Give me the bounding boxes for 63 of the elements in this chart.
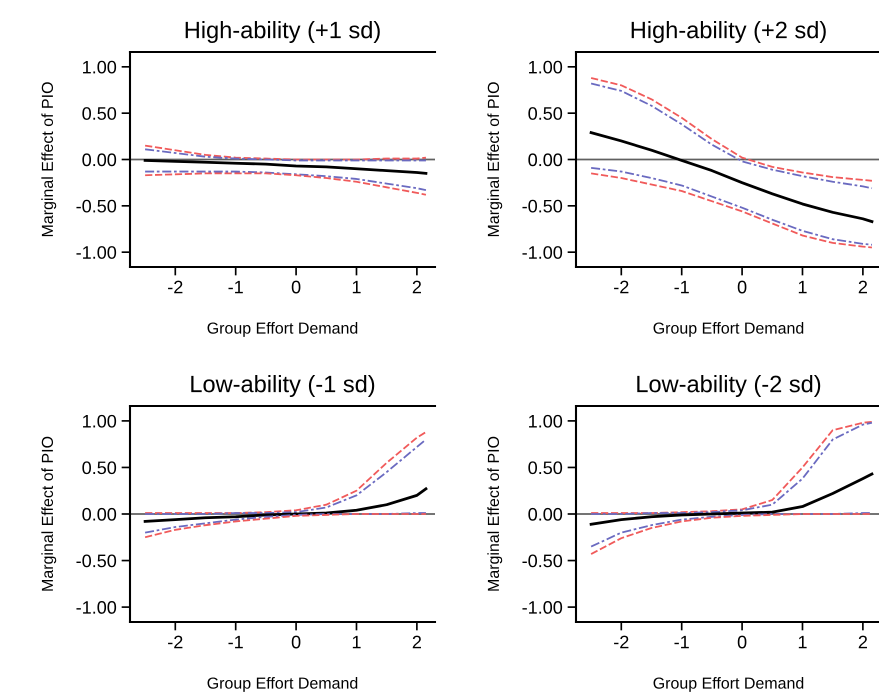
line-series [590,512,873,548]
x-tick-label: 2 [858,280,867,294]
x-tick-label: 0 [292,636,300,648]
x-axis-title: Group Effort Demand [654,322,804,337]
line-series [590,513,873,555]
x-tick-label: -1 [674,636,689,648]
x-tick-label: -1 [674,280,689,294]
x-axis-title: Group Effort Demand [208,677,358,692]
y-axis-title: Marginal Effect of PIO [487,436,502,591]
x-tick-label: 1 [352,280,361,294]
y-tick-label: -1.00 [76,246,116,259]
x-tick-label: 2 [412,636,421,648]
x-tick-label: -2 [614,280,628,294]
y-tick-label: -0.50 [76,200,116,213]
line-series [144,172,427,196]
y-tick-label: 0.50 [528,107,562,120]
x-tick-label: 0 [738,636,746,648]
x-tick-label: 2 [858,636,867,648]
chart-title: High-ability (+2 sd) [632,21,826,44]
line-series [144,159,428,175]
x-tick-label: 1 [798,280,807,294]
x-tick-label: 0 [292,280,300,294]
x-tick-label: -2 [168,636,182,648]
chart-title: High-ability (+1 sd) [186,21,380,44]
y-tick-label: -1.00 [522,601,562,614]
x-axis-title: Group Effort Demand [654,677,804,692]
x-tick-label: 2 [412,280,421,294]
y-tick-label: -0.50 [522,554,562,568]
y-tick-label: 0.50 [82,461,116,474]
x-tick-label: 1 [352,636,361,648]
x-tick-label: 0 [738,280,746,294]
y-tick-label: 0.00 [528,508,562,521]
x-tick-label: -1 [228,280,243,294]
y-axis-title: Marginal Effect of PIO [41,82,56,236]
x-tick-label: -2 [168,280,182,294]
line-series [144,513,427,538]
line-series [590,472,874,526]
line-series [144,487,428,523]
chart-title: Low-ability (-1 sd) [191,375,374,398]
y-tick-label: 0.00 [82,508,116,521]
y-tick-label: 1.00 [83,60,116,74]
y-tick-label: -1.00 [76,601,116,614]
y-tick-label: 1.00 [529,414,562,428]
y-axis-title: Marginal Effect of PIO [487,82,502,236]
y-tick-label: -0.50 [522,200,562,213]
line-series [144,148,427,162]
y-tick-label: 0.50 [528,461,562,474]
x-tick-label: -2 [614,636,628,648]
x-axis-title: Group Effort Demand [208,322,358,337]
y-tick-label: 0.00 [82,153,116,166]
y-tick-label: 1.00 [529,60,562,74]
chart-title: Low-ability (-2 sd) [637,375,820,398]
y-axis-title: Marginal Effect of PIO [41,436,56,591]
line-series [590,131,874,223]
x-tick-label: -1 [228,636,243,648]
y-tick-label: -1.00 [522,246,562,259]
y-tick-label: 0.00 [528,153,562,166]
line-series [144,170,427,191]
x-tick-label: 1 [798,636,807,648]
y-tick-label: 1.00 [83,414,116,428]
line-series [144,144,427,160]
y-tick-label: -0.50 [76,554,116,568]
y-tick-label: 0.50 [82,107,116,120]
